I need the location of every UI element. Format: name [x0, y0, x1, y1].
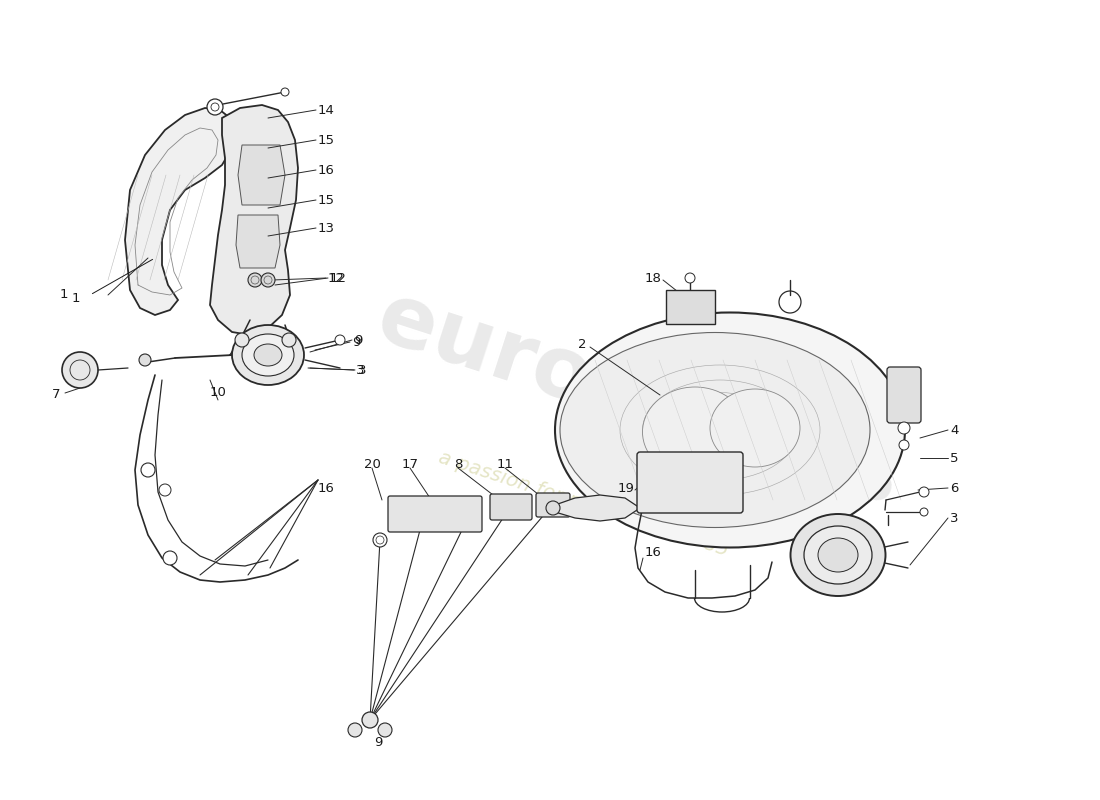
- Text: 20: 20: [364, 458, 381, 471]
- Ellipse shape: [791, 514, 886, 596]
- Text: 2: 2: [578, 338, 586, 351]
- Circle shape: [62, 352, 98, 388]
- Circle shape: [348, 723, 362, 737]
- Circle shape: [918, 487, 930, 497]
- Circle shape: [898, 422, 910, 434]
- Text: 13: 13: [318, 222, 336, 234]
- Text: 4: 4: [950, 423, 958, 437]
- Ellipse shape: [560, 333, 870, 527]
- Ellipse shape: [642, 387, 748, 477]
- Ellipse shape: [556, 313, 905, 547]
- Ellipse shape: [232, 325, 304, 385]
- Circle shape: [362, 712, 378, 728]
- Text: 9: 9: [352, 335, 361, 349]
- Text: 1: 1: [60, 289, 68, 302]
- Ellipse shape: [254, 344, 282, 366]
- FancyBboxPatch shape: [490, 494, 532, 520]
- Text: 18: 18: [645, 271, 662, 285]
- Circle shape: [280, 88, 289, 96]
- Circle shape: [261, 273, 275, 287]
- Circle shape: [248, 273, 262, 287]
- Text: 1: 1: [72, 291, 80, 305]
- Text: 3: 3: [356, 363, 364, 377]
- Circle shape: [373, 533, 387, 547]
- Text: 8: 8: [454, 458, 462, 471]
- Circle shape: [920, 508, 928, 516]
- FancyBboxPatch shape: [536, 493, 570, 517]
- Text: 9: 9: [354, 334, 362, 346]
- Text: 12: 12: [330, 271, 346, 285]
- Ellipse shape: [710, 389, 800, 467]
- Text: 3: 3: [950, 511, 958, 525]
- Ellipse shape: [818, 538, 858, 572]
- Text: 7: 7: [52, 389, 60, 402]
- Polygon shape: [125, 108, 235, 315]
- Text: 17: 17: [402, 458, 418, 471]
- Text: 16: 16: [318, 482, 334, 494]
- Text: 15: 15: [318, 134, 336, 146]
- FancyBboxPatch shape: [637, 452, 743, 513]
- Text: 14: 14: [318, 103, 334, 117]
- Circle shape: [207, 99, 223, 115]
- Circle shape: [163, 551, 177, 565]
- FancyBboxPatch shape: [388, 496, 482, 532]
- Circle shape: [336, 335, 345, 345]
- Circle shape: [282, 333, 296, 347]
- Text: a passion for parts since 1985: a passion for parts since 1985: [436, 448, 730, 560]
- Polygon shape: [210, 105, 298, 335]
- Circle shape: [685, 273, 695, 283]
- Text: 10: 10: [210, 386, 227, 398]
- Text: 16: 16: [318, 163, 334, 177]
- Circle shape: [546, 501, 560, 515]
- Circle shape: [160, 484, 170, 496]
- Circle shape: [235, 333, 249, 347]
- Text: 6: 6: [950, 482, 958, 494]
- Circle shape: [141, 463, 155, 477]
- Text: 12: 12: [328, 271, 345, 285]
- Polygon shape: [236, 215, 280, 268]
- Ellipse shape: [804, 526, 872, 584]
- FancyBboxPatch shape: [887, 367, 921, 423]
- Ellipse shape: [242, 334, 294, 376]
- Text: 19: 19: [618, 482, 635, 494]
- Circle shape: [899, 440, 909, 450]
- Text: eurospares: eurospares: [366, 276, 910, 524]
- Text: 11: 11: [496, 458, 514, 471]
- Circle shape: [139, 354, 151, 366]
- Circle shape: [378, 723, 392, 737]
- Text: 3: 3: [358, 363, 366, 377]
- Polygon shape: [238, 145, 285, 205]
- FancyBboxPatch shape: [666, 290, 715, 324]
- Text: 16: 16: [645, 546, 662, 558]
- Text: 15: 15: [318, 194, 336, 206]
- Text: 5: 5: [950, 451, 958, 465]
- Text: 9: 9: [374, 735, 382, 749]
- Polygon shape: [556, 495, 640, 521]
